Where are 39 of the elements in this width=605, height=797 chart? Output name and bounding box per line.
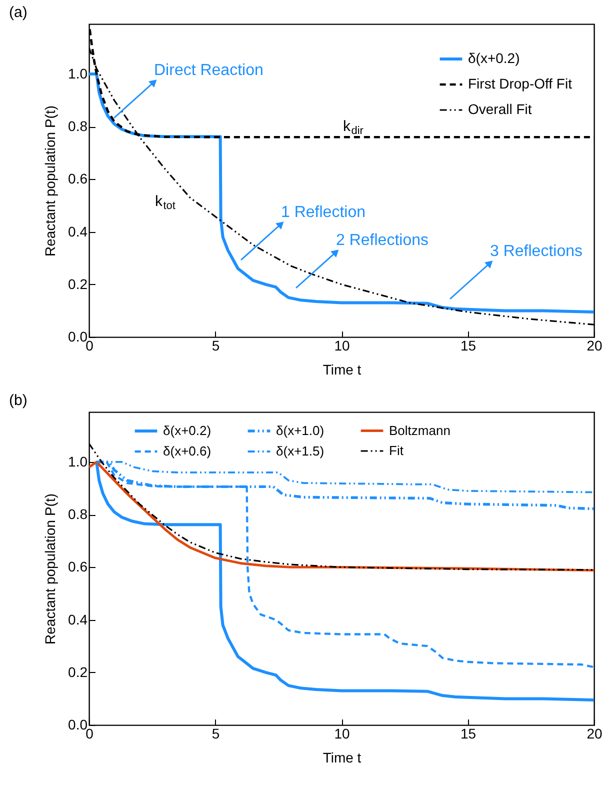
chart-title: (b) [9, 392, 28, 409]
x-tick-label: 10 [334, 338, 350, 354]
y-tick-label: 0.8 [68, 118, 88, 134]
legend-label: δ(x+0.2) [468, 50, 520, 66]
chart-title: (a) [9, 4, 28, 21]
legend-label: Boltzmann [389, 422, 450, 438]
y-axis-title: Reactant population P(t) [42, 106, 58, 256]
annotation: 3 Reflections [490, 243, 582, 260]
y-tick-label: 1.0 [68, 453, 88, 470]
x-axis-title: Time t [322, 750, 362, 766]
legend-label: Overall Fit [468, 101, 532, 117]
annotation: Direct Reaction [154, 62, 264, 79]
legend-label: δ(x+0.6) [163, 444, 212, 458]
x-tick-label: 0 [86, 338, 94, 354]
y-tick-label: 0.2 [68, 664, 88, 680]
x-tick-label: 5 [212, 726, 220, 742]
x-tick-label: 15 [460, 726, 476, 742]
y-tick-label: 0.8 [68, 506, 88, 522]
legend-label: First Drop-Off Fit [468, 76, 572, 92]
annotation: 2 Reflections [336, 232, 428, 249]
x-tick-label: 10 [334, 726, 350, 742]
legend-label: δ(x+1.5) [276, 444, 324, 458]
x-tick-label: 5 [212, 338, 220, 354]
y-tick-label: 0.2 [68, 276, 88, 292]
y-tick-label: 0.4 [68, 611, 88, 628]
legend-label: δ(x+0.2) [163, 423, 212, 438]
y-tick-label: 0.4 [68, 223, 88, 240]
y-axis-title: Reactant population P(t) [42, 494, 58, 644]
x-tick-label: 0 [86, 726, 94, 742]
y-tick-label: 0.6 [68, 558, 88, 575]
y-tick-label: 1.0 [68, 65, 88, 82]
x-tick-label: 20 [586, 726, 602, 742]
x-axis-title: Time t [322, 362, 362, 378]
legend-label: δ(x+1.0) [276, 423, 324, 438]
y-tick-label: 0.6 [68, 170, 88, 187]
legend-label: Fit [389, 443, 404, 458]
annotation: 1 Reflection [281, 204, 366, 221]
x-tick-label: 20 [586, 338, 602, 354]
x-tick-label: 15 [460, 338, 476, 354]
